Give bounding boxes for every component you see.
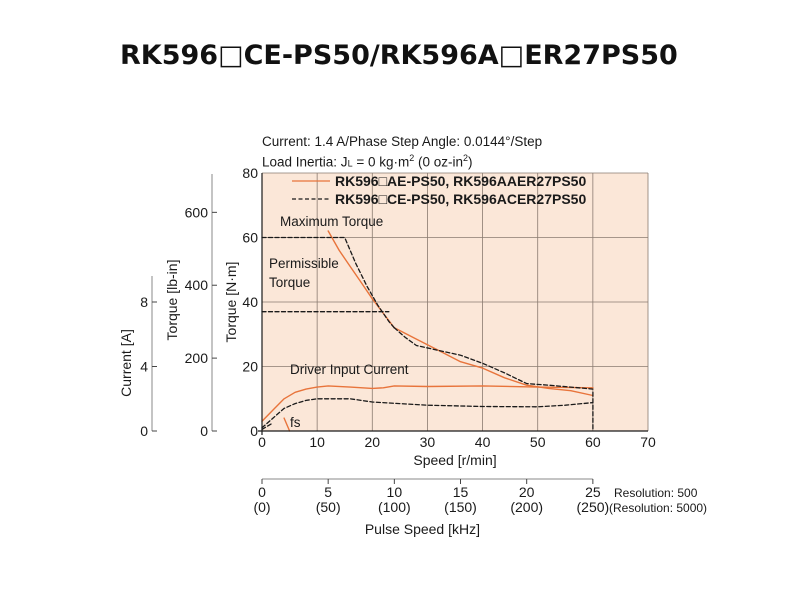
inertia-exponent-2: 2	[463, 153, 469, 163]
series-0-fs-line	[283, 417, 291, 432]
inertia-close: )	[468, 154, 473, 170]
y-tick-label-current-1: 4	[140, 359, 148, 375]
pulse-tick-label-0: 0	[258, 484, 266, 500]
x-tick-label-6: 60	[585, 434, 601, 450]
y-tick-label-current-2: 8	[140, 294, 148, 310]
pulse-tick-label-5: 25	[585, 484, 601, 500]
annotation-max-torque: Maximum Torque	[280, 214, 383, 229]
legend-entry-1: RK596□CE-PS50, RK596ACER27PS50	[335, 191, 586, 207]
annotation-fs: fs	[290, 415, 301, 430]
inertia-exponent-1: 2	[409, 153, 415, 163]
x-tick-label-0: 0	[258, 434, 266, 450]
y-tick-label-lbin-2: 400	[185, 277, 209, 293]
x-tick-label-3: 30	[420, 434, 436, 450]
pulse-tick-label-secondary-3: (150)	[444, 499, 477, 515]
pulse-tick-label-1: 5	[324, 484, 332, 500]
annotation-driver-input-current: Driver Input Current	[290, 362, 409, 377]
y-tick-label-lbin-0: 0	[200, 423, 208, 439]
chart-curves	[261, 230, 594, 432]
annotation-permissible-line2: Torque	[269, 275, 310, 290]
annotation-permissible-line1: Permissible	[269, 256, 339, 271]
y-tick-label-lbin-1: 200	[185, 350, 209, 366]
y-tick-label-nm-2: 40	[242, 294, 258, 310]
y-tick-label-nm-4: 80	[242, 165, 258, 181]
pulse-axis-label: Pulse Speed [kHz]	[365, 521, 480, 537]
inertia-prefix: Load Inertia: J	[262, 154, 348, 170]
y-tick-label-nm-1: 20	[242, 359, 258, 375]
x-tick-label-4: 40	[475, 434, 491, 450]
operating-conditions-line-1: Current: 1.4 A/Phase Step Angle: 0.0144°…	[262, 134, 543, 149]
pulse-tick-label-secondary-5: (250)	[577, 499, 610, 515]
y-axis-label-current: Current [A]	[118, 329, 134, 397]
y-axis-label-lbin: Torque [lb-in]	[164, 260, 180, 341]
pulse-tick-label-secondary-0: (0)	[253, 499, 270, 515]
pulse-tick-label-secondary-4: (200)	[510, 499, 543, 515]
pulse-tick-label-secondary-1: (50)	[316, 499, 341, 515]
series-1-current-line	[261, 398, 594, 429]
chart-legend: RK596□AE-PS50, RK596AAER27PS50 RK596□CE-P…	[292, 173, 586, 207]
y-axis-label-nm: Torque [N·m]	[223, 262, 239, 343]
x-tick-label-5: 50	[530, 434, 546, 450]
pulse-tick-label-secondary-2: (100)	[378, 499, 411, 515]
pulse-resolution-note-secondary: (Resolution: 5000)	[609, 501, 707, 515]
x-tick-label-7: 70	[640, 434, 656, 450]
inertia-value-imperial: (0 oz-in	[414, 154, 464, 170]
chart-axes	[151, 173, 648, 484]
series-0-current-line	[261, 385, 594, 422]
y-tick-label-nm-3: 60	[242, 230, 258, 246]
y-tick-label-current-0: 0	[140, 423, 148, 439]
y-tick-label-nm-0: 0	[250, 423, 258, 439]
x-tick-label-2: 20	[364, 434, 380, 450]
inertia-value: = 0 kg·m	[352, 154, 410, 170]
series-1-fs-line	[261, 422, 274, 431]
page-title: RK596□CE-PS50/RK596A□ER27PS50	[120, 40, 678, 71]
series-1-torque-line	[393, 327, 594, 390]
pulse-tick-label-2: 10	[387, 484, 403, 500]
legend-entry-0: RK596□AE-PS50, RK596AAER27PS50	[335, 173, 586, 189]
inertia-subscript: L	[347, 158, 353, 169]
y-tick-label-lbin-3: 600	[185, 204, 209, 220]
pulse-tick-label-3: 15	[453, 484, 469, 500]
series-1-max-torque-line	[261, 236, 395, 329]
operating-conditions-line-2: Load Inertia: JL = 0 kg·m2 (0 oz-in2)	[262, 153, 473, 170]
pulse-tick-label-4: 20	[519, 484, 535, 500]
x-tick-label-1: 10	[309, 434, 325, 450]
x-axis-label: Speed [r/min]	[413, 452, 496, 468]
pulse-resolution-note: Resolution: 500	[614, 486, 698, 500]
